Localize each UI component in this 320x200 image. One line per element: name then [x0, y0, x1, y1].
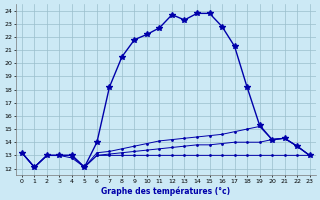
X-axis label: Graphe des températures (°c): Graphe des températures (°c)	[101, 186, 230, 196]
